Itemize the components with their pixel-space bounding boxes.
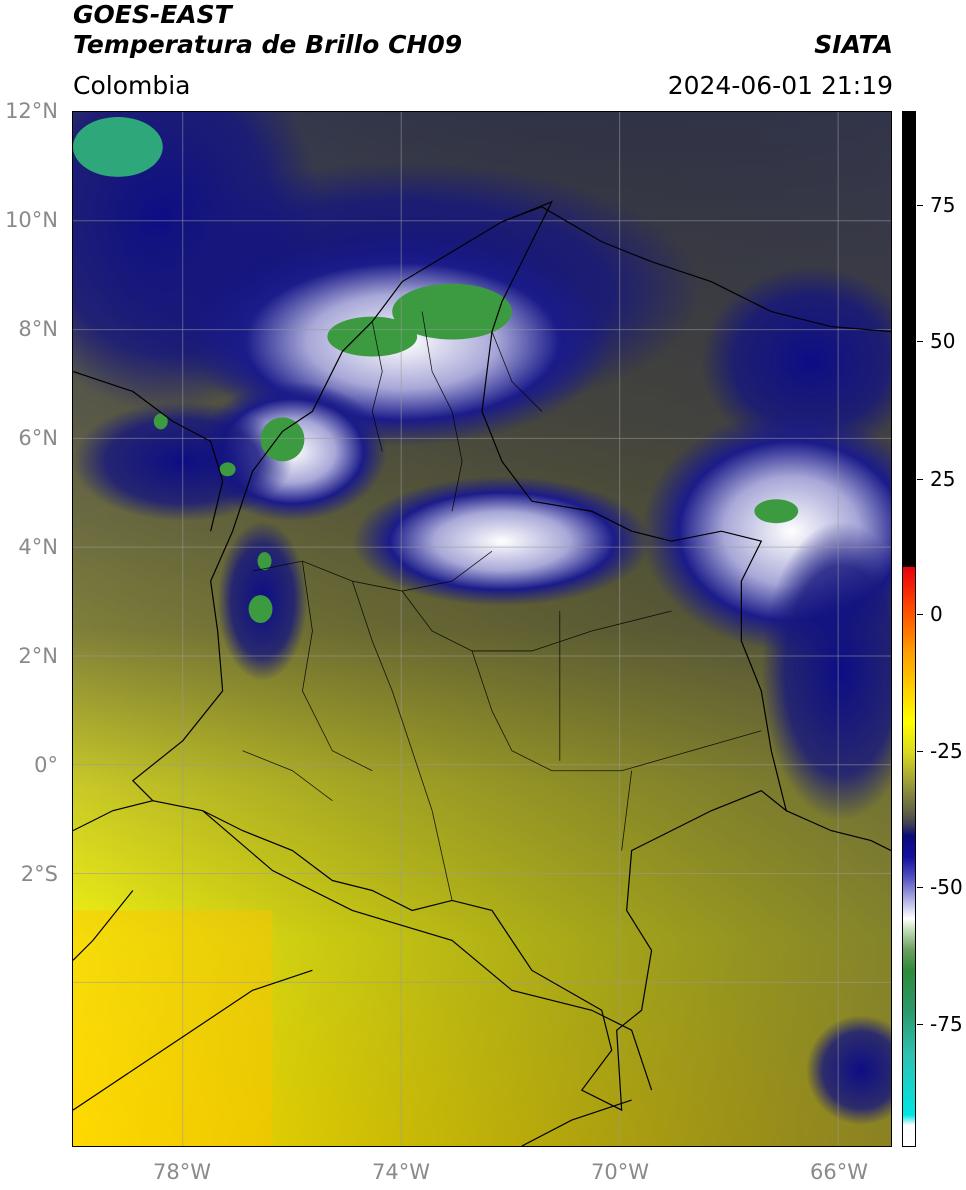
gridlines	[73, 112, 891, 1146]
cold-core-4	[260, 417, 305, 462]
peru-border	[202, 810, 653, 1091]
country-borders	[73, 200, 891, 1146]
colorbar-tick-50	[917, 341, 923, 342]
lat-label-10n: 10°N	[5, 208, 58, 232]
brazil-border	[786, 810, 891, 852]
department-borders	[242, 311, 762, 901]
colorbar-tick-m50	[917, 887, 923, 888]
cloud-east-south	[761, 521, 891, 821]
satellite-title: GOES-EAST	[73, 0, 232, 29]
lon-label-74w: 74°W	[372, 1160, 430, 1184]
cloud-santander	[352, 476, 652, 607]
datetime-label: 2024-06-01 21:19	[667, 71, 893, 100]
cold-core-1	[73, 116, 163, 177]
colorbar-tick-75	[917, 205, 923, 206]
colorbar-label-0: 0	[930, 602, 943, 626]
lat-label-12n: 12°N	[5, 99, 58, 123]
colorbar-tick-m75	[917, 1024, 923, 1025]
colorbar-label-50: 50	[930, 329, 956, 353]
lat-label-0: 0°	[34, 753, 58, 777]
satellite-map[interactable]	[72, 111, 892, 1147]
cold-core-8	[153, 413, 168, 430]
cloud-southeast	[806, 1015, 891, 1126]
lat-label-2n: 2°N	[18, 644, 58, 668]
cold-core-6	[257, 552, 272, 571]
panama-coast	[73, 370, 224, 532]
cold-core-7	[754, 499, 799, 524]
colorbar-label-m50: -50	[930, 875, 963, 899]
institution-title: SIATA	[814, 30, 893, 59]
ecuador-coast	[73, 800, 153, 961]
colorbar-tick-m25	[917, 751, 923, 752]
map-canvas	[73, 112, 891, 1146]
lat-label-8n: 8°N	[18, 317, 58, 341]
lon-label-66w: 66°W	[810, 1160, 868, 1184]
product-title: Temperatura de Brillo CH09	[73, 30, 463, 59]
colorbar-label-m25: -25	[930, 739, 963, 763]
colorbar-label-25: 25	[930, 467, 956, 491]
colorbar-tick-25	[917, 479, 923, 480]
venezuela-coast	[501, 206, 891, 333]
cold-core-2	[392, 283, 512, 340]
colorbar-tick-0	[917, 614, 923, 615]
colorbar-label-m75: -75	[930, 1012, 963, 1036]
cold-core-9	[219, 462, 236, 477]
map-southwest-warm	[73, 910, 273, 1146]
region-label: Colombia	[73, 71, 191, 100]
lat-label-2s: 2°S	[20, 862, 58, 886]
temperature-colorbar	[902, 111, 916, 1147]
lat-label-6n: 6°N	[18, 426, 58, 450]
lat-label-4n: 4°N	[18, 535, 58, 559]
lon-label-70w: 70°W	[591, 1160, 649, 1184]
south-coast	[73, 969, 632, 1146]
cold-core-5	[248, 595, 273, 624]
cold-core-3	[327, 316, 418, 357]
cloud-venezuela	[701, 266, 891, 457]
colorbar-label-75: 75	[930, 193, 956, 217]
lon-label-78w: 78°W	[153, 1160, 211, 1184]
